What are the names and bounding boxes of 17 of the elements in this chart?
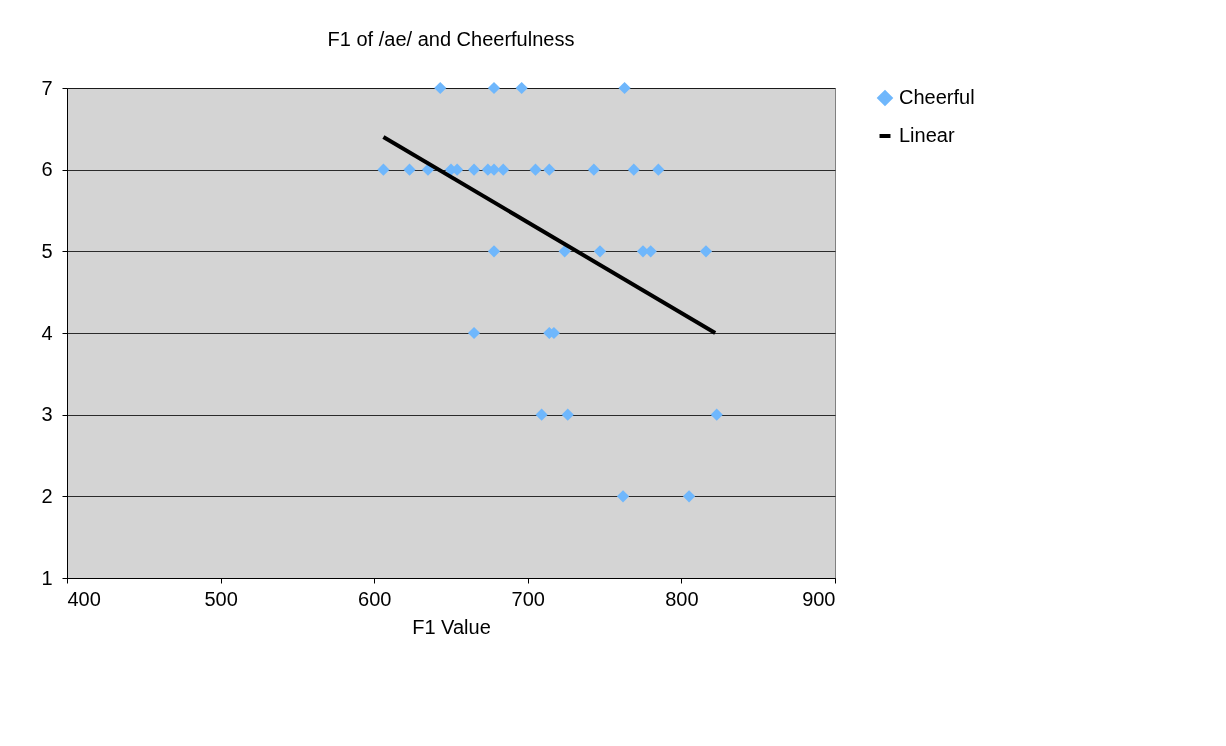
chart-title: F1 of /ae/ and Cheerfulness xyxy=(327,28,575,50)
x-tick-label: 500 xyxy=(204,587,238,610)
y-tick-label: 3 xyxy=(41,403,53,426)
x-tick-label: 800 xyxy=(665,587,699,610)
y-tick-label: 4 xyxy=(41,321,53,344)
legend-label: Linear xyxy=(899,124,955,146)
x-tick-label: 400 xyxy=(67,587,101,610)
x-tick-label: 600 xyxy=(358,587,392,610)
x-tick-label: 700 xyxy=(511,587,545,610)
x-axis-title: F1 Value xyxy=(412,615,491,638)
y-tick-label: 1 xyxy=(41,566,53,589)
y-tick-label: 2 xyxy=(41,484,53,507)
y-tick-label: 5 xyxy=(41,239,53,262)
x-tick-label: 900 xyxy=(802,587,836,610)
legend-label: Cheerful xyxy=(899,86,975,108)
y-tick-label: 6 xyxy=(41,158,53,181)
y-tick-label: 7 xyxy=(41,76,53,99)
